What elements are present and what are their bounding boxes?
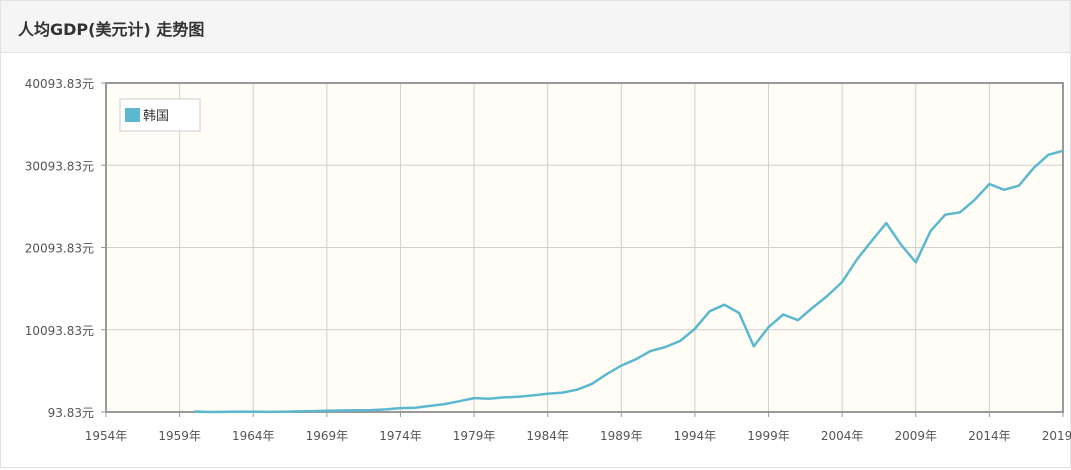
x-tick-label: 2014年 (968, 429, 1011, 443)
tick-labels: 1954年 1959年 1964年 1969年 1974年 1979年 1984年 1989年… (25, 77, 1071, 443)
legend-swatch-korea (125, 108, 140, 122)
x-tick-label: 1959年 (158, 429, 201, 443)
x-tick-label: 1999年 (747, 429, 790, 443)
x-tick-label: 1964年 (232, 429, 275, 443)
series-line-korea (194, 149, 1064, 414)
legend[interactable]: 韩国 (119, 98, 201, 132)
axes (101, 82, 1064, 417)
plot-frame (105, 82, 1064, 413)
x-tick-label: 2004年 (821, 429, 864, 443)
chart-title: 人均GDP(美元计) 走势图 (18, 20, 205, 39)
y-tick-label: 20093.83元 (25, 242, 94, 256)
x-tick-label: 1994年 (674, 429, 717, 443)
y-tick-label: 10093.83元 (25, 324, 94, 338)
x-tick-label: 1969年 (306, 429, 349, 443)
y-tick-label: 40093.83元 (25, 77, 94, 91)
y-tick-label: 30093.83元 (25, 159, 94, 173)
legend-label-korea: 韩国 (143, 109, 169, 124)
x-tick-label: 1984年 (526, 429, 569, 443)
y-tick-label: 93.83元 (48, 406, 94, 420)
x-tick-label: 1954年 (85, 429, 128, 443)
x-tick-label: 1974年 (379, 429, 422, 443)
x-tick-label: 1979年 (453, 429, 496, 443)
x-tick-label: 2019年 (1042, 429, 1071, 443)
x-tick-label: 1989年 (600, 429, 643, 443)
series-layer (194, 149, 1064, 414)
panel-header: 人均GDP(美元计) 走势图 (1, 1, 1070, 53)
x-tick-label: 2009年 (894, 429, 937, 443)
